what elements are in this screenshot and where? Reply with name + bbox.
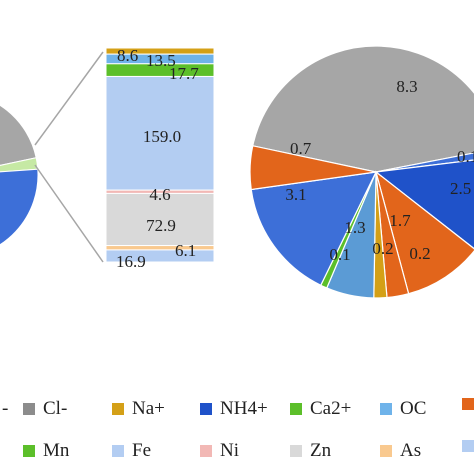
left-pie-slice-grey bbox=[0, 104, 37, 166]
column-label-7: 16.9 bbox=[116, 252, 146, 271]
right-pie-label-3: 1.7 bbox=[389, 211, 411, 230]
column-label-6: 6.1 bbox=[175, 241, 196, 260]
column-label-4: 4.6 bbox=[149, 185, 170, 204]
column-segment-3 bbox=[105, 75, 215, 191]
right-pie-label-9: 0.7 bbox=[290, 139, 312, 158]
right-pie-slice-8 bbox=[250, 171, 378, 287]
left-pie-slice-blue bbox=[0, 168, 39, 246]
column-segment-5 bbox=[105, 192, 215, 247]
column-label-2: 17.7 bbox=[169, 64, 199, 83]
column-segment-6 bbox=[105, 245, 215, 251]
connector-line-bottom bbox=[34, 164, 104, 263]
right-pie-label-2: 2.5 bbox=[450, 179, 471, 198]
column-label-3: 159.0 bbox=[143, 127, 181, 146]
column-segment-7 bbox=[105, 249, 215, 263]
connector-line-top bbox=[34, 51, 104, 146]
right-pie-label-1: 0.1 bbox=[457, 147, 474, 166]
right-pie-label-6: 1.3 bbox=[344, 218, 365, 237]
column-label-5: 72.9 bbox=[146, 216, 176, 235]
column-label-0: 8.6 bbox=[117, 46, 138, 65]
right-pie-label-7: 0.1 bbox=[329, 245, 350, 264]
right-pie-slice-9 bbox=[249, 145, 377, 191]
column-label-1: 13.5 bbox=[146, 51, 176, 70]
right-pie-label-4: 0.2 bbox=[409, 244, 430, 263]
right-pie-label-0: 8.3 bbox=[396, 77, 417, 96]
right-pie-slice-0 bbox=[252, 45, 474, 173]
right-pie-label-8: 3.1 bbox=[285, 185, 306, 204]
right-pie-slice-2 bbox=[374, 159, 474, 250]
right-pie-label-5: 0.2 bbox=[372, 239, 393, 258]
